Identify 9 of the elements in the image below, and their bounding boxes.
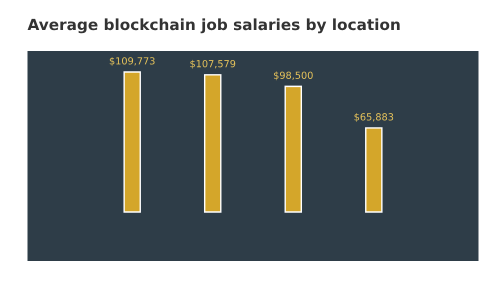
bar <box>123 71 141 213</box>
bar <box>365 127 383 213</box>
data-label: $109,773 <box>110 57 155 66</box>
data-label: $65,883 <box>354 113 394 122</box>
data-label: $107,579 <box>190 60 236 69</box>
data-label: $98,500 <box>274 71 313 80</box>
chart-title: Average blockchain job salaries by location <box>28 18 400 34</box>
bar <box>204 74 222 213</box>
bar <box>284 86 302 213</box>
